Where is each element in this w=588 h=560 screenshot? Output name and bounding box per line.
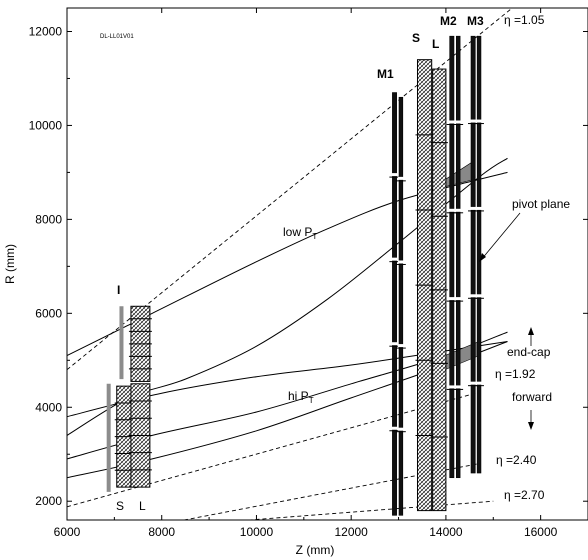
label-s-big: S — [412, 31, 420, 45]
chamber-gap — [391, 426, 398, 430]
pivot-arrow-head — [479, 253, 486, 262]
chamber-gap — [398, 344, 404, 348]
x-axis-title: Z (mm) — [296, 543, 335, 557]
label-forward: forward — [512, 390, 552, 404]
chamber-gap — [391, 173, 398, 177]
label-m3: M3 — [467, 14, 484, 28]
y-tick-label: 8000 — [35, 212, 62, 226]
label-l-small: L — [139, 499, 146, 513]
eta-line — [243, 500, 494, 520]
chamber-gap — [455, 385, 462, 389]
drawing-id-label: DL-LL01V01 — [100, 34, 134, 40]
label-m2: M2 — [440, 14, 457, 28]
label-eta-240: η =2.40 — [496, 453, 537, 467]
chamber-gap — [470, 294, 477, 298]
forward-arrow-head — [528, 422, 534, 430]
track-curve — [67, 171, 508, 357]
label-m1: M1 — [377, 67, 394, 81]
chamber-gap — [470, 206, 477, 210]
thick-chamber — [476, 35, 482, 474]
chamber-gap — [476, 381, 482, 385]
label-hi-pt: hi PT — [288, 389, 314, 405]
endcap-arrow-head — [528, 327, 534, 335]
label-pivot-plane: pivot plane — [512, 197, 570, 211]
x-tick-label: 8000 — [148, 525, 175, 539]
plot-area — [67, 8, 513, 520]
chamber-gap — [391, 257, 398, 261]
chamber-gap — [448, 385, 455, 389]
thick-chamber — [456, 35, 461, 479]
x-tick-label: 14000 — [429, 525, 463, 539]
chamber-gap — [455, 297, 462, 301]
chamber-gap — [398, 427, 404, 431]
eta-line — [67, 391, 480, 508]
eta-line — [67, 8, 513, 371]
y-tick-label: 12000 — [29, 24, 63, 38]
label-end-cap: end-cap — [507, 345, 551, 359]
chamber-gap — [398, 260, 404, 264]
label-eta-105: η =1.05 — [504, 13, 545, 27]
x-tick-label: 6000 — [54, 525, 81, 539]
thick-chamber — [392, 92, 397, 516]
chamber-gap — [398, 176, 404, 180]
chamber-gap — [476, 119, 482, 123]
axis-ticks: 6000 8000 10000 12000 14000 16000 2000 4000 6000… — [29, 8, 588, 539]
x-tick-label: 12000 — [334, 525, 368, 539]
chamber-gap — [470, 119, 477, 123]
y-tick-label: 4000 — [35, 400, 62, 414]
y-axis-title: R (mm) — [3, 244, 17, 284]
label-l-big: L — [432, 37, 439, 51]
chamber-gap — [448, 208, 455, 212]
chamber-gap — [391, 342, 398, 346]
thick-chamber — [398, 96, 404, 516]
chamber-gap — [448, 297, 455, 301]
label-eta-270: η =2.70 — [504, 488, 545, 502]
chamber-gap — [470, 381, 477, 385]
thick-chamber — [470, 35, 476, 474]
chamber-gap — [476, 294, 482, 298]
chamber-gap — [476, 206, 482, 210]
chamber-gap — [448, 120, 455, 124]
y-tick-label: 6000 — [35, 306, 62, 320]
chamber-gap — [455, 120, 462, 124]
x-tick-label: 16000 — [524, 525, 558, 539]
label-s-small: S — [116, 499, 124, 513]
x-tick-label: 10000 — [240, 525, 274, 539]
chamber-gap — [455, 208, 462, 212]
y-tick-label: 10000 — [29, 118, 63, 132]
label-eta-192: η =1.92 — [495, 367, 536, 381]
y-tick-label: 2000 — [35, 494, 62, 508]
pivot-arrow-line — [480, 212, 521, 261]
label-i: I — [117, 283, 120, 297]
thick-chamber — [449, 35, 455, 479]
label-low-pt: low PT — [283, 225, 317, 241]
plot-frame — [66, 7, 588, 521]
